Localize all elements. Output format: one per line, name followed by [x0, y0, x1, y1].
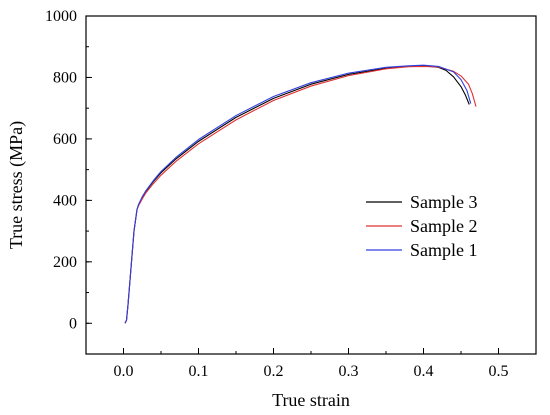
- x-tick-label: 0.4: [414, 363, 434, 380]
- y-axis-ticks: 0 200 400 600 800 1000: [45, 8, 92, 355]
- legend: Sample 3 Sample 2 Sample 1: [366, 192, 478, 260]
- plot-frame: [85, 15, 537, 355]
- y-tick-label: 200: [53, 254, 77, 271]
- y-tick-label: 0: [69, 315, 77, 332]
- legend-label: Sample 3: [410, 192, 478, 212]
- x-axis-ticks: 0.0 0.1 0.2 0.3 0.4 0.5: [85, 348, 537, 380]
- x-tick-label: 0.0: [114, 363, 134, 380]
- y-tick-label: 400: [53, 192, 77, 209]
- x-axis-title: True strain: [272, 390, 350, 410]
- x-tick-label: 0.5: [489, 363, 509, 380]
- y-axis-title: True stress (MPa): [6, 121, 27, 249]
- y-tick-label: 600: [53, 131, 77, 148]
- legend-label: Sample 1: [410, 240, 478, 260]
- y-tick-label: 1000: [45, 8, 77, 25]
- series-line-sample-1: [124, 64, 472, 324]
- series-lines: [124, 64, 477, 324]
- x-tick-label: 0.3: [339, 363, 359, 380]
- legend-label: Sample 2: [410, 216, 478, 236]
- x-tick-label: 0.1: [189, 363, 209, 380]
- y-tick-label: 800: [53, 69, 77, 86]
- x-tick-label: 0.2: [264, 363, 284, 380]
